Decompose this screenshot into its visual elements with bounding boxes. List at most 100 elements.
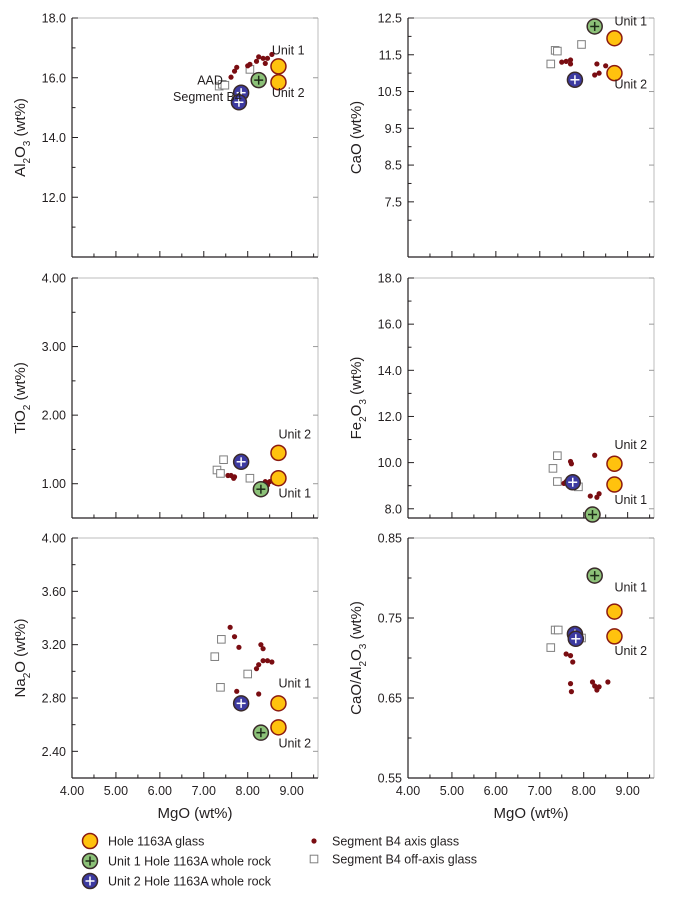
y-tick-label: 9.5 — [385, 122, 402, 136]
axis-point — [603, 63, 609, 69]
axis-point — [260, 646, 266, 652]
axis-point — [256, 54, 262, 60]
offaxis-point — [548, 464, 558, 473]
y-tick-label: 2.40 — [42, 745, 66, 759]
legend-label: Unit 1 Hole 1163A whole rock — [108, 855, 272, 869]
annotation-label: Unit 1 — [278, 676, 311, 690]
axis-point — [592, 452, 598, 458]
axis-point — [260, 658, 266, 664]
legend-item-unit2: Unit 2 Hole 1163A whole rock — [81, 872, 272, 890]
y-axis-label: Na2​O (wt%) — [12, 619, 33, 698]
y-axis-label: TiO2​ (wt%) — [12, 362, 33, 434]
unit1-point — [586, 18, 603, 35]
axis-point — [589, 679, 596, 685]
axis-point — [567, 57, 574, 63]
legend-marker-unit2 — [81, 872, 99, 890]
axis-point — [231, 475, 237, 481]
axis-point — [256, 662, 262, 668]
glass-point — [606, 455, 623, 473]
offaxis-point — [553, 477, 562, 486]
y-tick-label: 3.00 — [42, 340, 66, 354]
panel-fe2o3: 8.0 10.0 12.0 14.0 16.0 18.0 Fe2​O3​ (wt%) Unit… — [348, 272, 655, 523]
y-axis-label: Al2​O3​ (wt%) — [12, 98, 33, 177]
y-tick-label: 16.0 — [378, 318, 402, 332]
unit2-point — [232, 695, 250, 712]
panel-na2o: 2.40 2.80 3.20 3.60 4.00 4.00 5.00 6.00 7.00 8.00… — [12, 532, 319, 822]
annotation-label: Unit 2 — [614, 78, 647, 92]
glass-point — [270, 469, 287, 487]
y-tick-label: 2.00 — [42, 409, 66, 423]
axis-point — [594, 494, 600, 500]
y-axis-label: CaO/Al2​O3​ (wt%) — [348, 601, 369, 715]
x-tick-label: 4.00 — [60, 784, 84, 798]
axis-point — [227, 624, 233, 630]
offaxis-point — [245, 473, 255, 483]
annotation-label: Segment B4 — [173, 90, 242, 104]
y-tick-label: 16.0 — [42, 71, 66, 85]
legend-label: Unit 2 Hole 1163A whole rock — [108, 875, 272, 889]
legend-marker-glass — [81, 832, 99, 850]
y-tick-label: 0.85 — [378, 532, 402, 546]
y-tick-label: 14.0 — [378, 364, 402, 378]
axis-point — [596, 70, 602, 76]
annotation-label: Unit 1 — [614, 581, 647, 595]
glass-point — [606, 476, 623, 493]
x-tick-label: 9.00 — [615, 784, 639, 798]
offaxis-point — [217, 635, 226, 644]
legend-label: Hole 1163A glass — [108, 835, 204, 849]
x-tick-label: 8.00 — [572, 784, 596, 798]
axis-point — [269, 51, 275, 58]
axis-point — [568, 461, 575, 467]
offaxis-point — [216, 469, 225, 478]
axis-point — [570, 659, 576, 665]
y-tick-label: 11.5 — [379, 48, 402, 62]
legend-label: Segment B4 off-axis glass — [332, 853, 477, 867]
y-tick-label: 10.0 — [378, 456, 402, 470]
y-tick-label: 8.0 — [385, 502, 402, 516]
y-tick-label: 0.65 — [378, 692, 402, 706]
offaxis-point — [553, 451, 562, 460]
axis-point — [563, 651, 569, 657]
panel-al2o3: 12.0 14.0 16.0 18.0 Al2​O3​ (wt%) Unit 1 Unit … — [12, 12, 319, 258]
offaxis-point — [577, 40, 586, 49]
glass-point — [270, 719, 287, 736]
glass-point — [606, 603, 623, 620]
y-tick-label: 4.00 — [42, 532, 66, 546]
annotation-label: Unit 2 — [278, 427, 311, 441]
y-axis-label: CaO (wt%) — [348, 101, 365, 174]
glass-point — [270, 695, 287, 712]
legend: Hole 1163A glass Unit 1 Hole 1163A whole … — [81, 832, 477, 890]
unit1-point — [586, 567, 603, 584]
y-tick-label: 3.60 — [42, 585, 66, 599]
x-tick-label: 7.00 — [528, 784, 552, 798]
y-tick-label: 7.5 — [385, 195, 402, 209]
axis-point — [234, 688, 240, 694]
annotation-label: Unit 1 — [614, 14, 647, 28]
axis-point — [587, 493, 593, 499]
x-tick-label: 8.00 — [236, 784, 260, 798]
glass-point — [270, 444, 287, 462]
axis-point — [568, 689, 575, 695]
axis-point — [236, 644, 242, 650]
y-tick-label: 18.0 — [378, 272, 402, 286]
unit2-point — [567, 630, 585, 648]
x-tick-label: 5.00 — [440, 784, 464, 798]
unit2-point — [564, 473, 581, 491]
offaxis-point — [243, 669, 253, 679]
unit2-point — [566, 71, 584, 89]
axis-point — [253, 666, 260, 672]
offaxis-point — [216, 683, 225, 692]
panel-caoal2o3: 0.55 0.65 0.75 0.85 4.00 5.00 6.00 7.00 8.00 9.00… — [348, 532, 655, 822]
legend-label: Segment B4 axis glass — [332, 835, 459, 849]
axis-point — [563, 58, 569, 64]
offaxis-point — [546, 59, 556, 69]
y-tick-label: 8.5 — [385, 159, 402, 173]
unit1-point — [250, 71, 267, 89]
axis-point — [567, 61, 574, 67]
annotation-label: Unit 2 — [614, 438, 647, 452]
y-tick-label: 14.0 — [42, 131, 66, 145]
x-tick-label: 4.00 — [396, 784, 420, 798]
annotation-label: Unit 2 — [272, 86, 305, 100]
x-tick-label: 7.00 — [192, 784, 216, 798]
legend-marker-offaxis — [309, 854, 319, 864]
